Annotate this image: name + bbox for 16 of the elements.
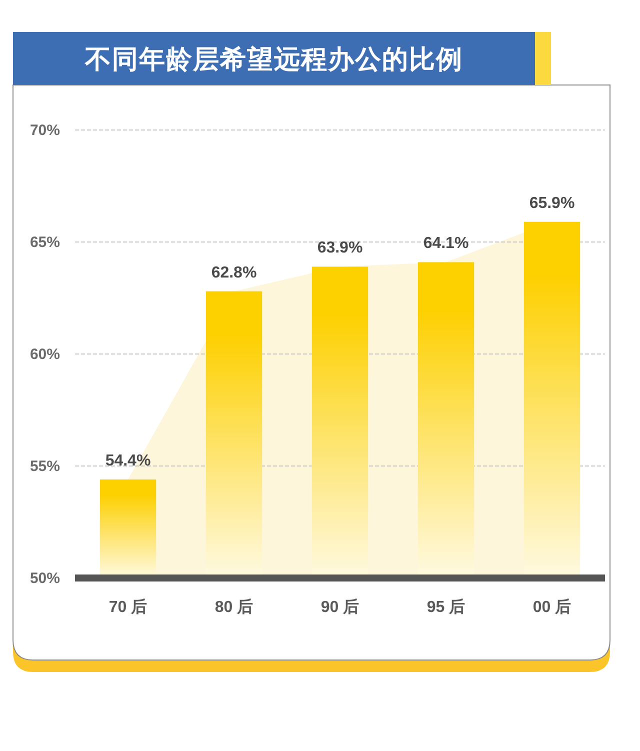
data-label: 64.1%: [423, 235, 469, 252]
x-tick-label: 80 后: [214, 599, 254, 616]
data-label: 54.4%: [105, 452, 151, 470]
y-tick-label: 70%: [30, 122, 60, 139]
y-tick-label: 55%: [30, 458, 60, 475]
title: 不同年龄层希望远程办公的比例: [85, 44, 463, 74]
data-label: 63.9%: [317, 240, 363, 257]
x-tick-label: 70 后: [108, 599, 148, 616]
y-tick-label: 50%: [30, 570, 60, 587]
x-tick-label: 00 后: [532, 599, 572, 616]
data-label: 62.8%: [211, 264, 257, 282]
y-tick-label: 65%: [30, 234, 60, 251]
x-tick-label: 90 后: [320, 599, 360, 616]
data-label: 65.9%: [529, 194, 575, 212]
x-tick-label: 95 后: [426, 599, 466, 616]
y-tick-label: 60%: [30, 346, 60, 363]
